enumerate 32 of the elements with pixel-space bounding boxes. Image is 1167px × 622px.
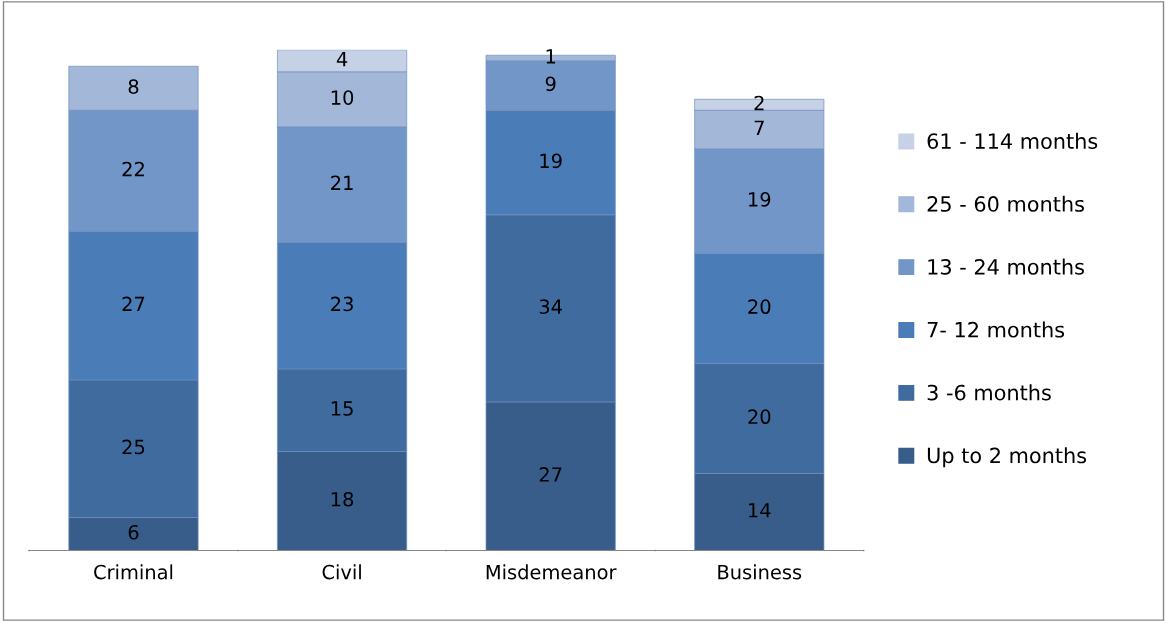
data-label: 15 bbox=[331, 401, 353, 416]
data-label: 27 bbox=[539, 467, 562, 482]
x-tick-label: Criminal bbox=[94, 564, 173, 580]
legend-label: 7- 12 months bbox=[927, 321, 1065, 338]
data-label: 19 bbox=[540, 153, 562, 169]
legend-label: Up to 2 months bbox=[927, 447, 1087, 468]
data-label: 19 bbox=[749, 192, 771, 207]
x-tick-label: Misdemeanor bbox=[486, 564, 617, 580]
data-label: 7 bbox=[754, 120, 764, 135]
data-label: 9 bbox=[545, 76, 556, 92]
legend-label: 25 - 60 months bbox=[927, 195, 1084, 212]
legend-label: 13 - 24 months bbox=[928, 258, 1084, 275]
data-label: 8 bbox=[128, 79, 139, 94]
x-tick-label: Business bbox=[718, 564, 802, 580]
data-label: 21 bbox=[331, 175, 353, 190]
data-label: 22 bbox=[122, 161, 144, 177]
legend-label: 3 -6 months bbox=[927, 384, 1051, 401]
data-label: 20 bbox=[748, 299, 771, 315]
legend-label: 61 - 114 months bbox=[927, 132, 1098, 149]
data-label: 2 bbox=[754, 95, 764, 111]
data-label: 27 bbox=[122, 296, 145, 311]
data-label: 10 bbox=[331, 90, 354, 105]
data-label: 34 bbox=[539, 299, 562, 315]
data-label: 14 bbox=[749, 503, 771, 518]
data-label: 20 bbox=[748, 409, 771, 425]
x-tick-label: Civil bbox=[322, 564, 361, 580]
data-label: 6 bbox=[128, 524, 139, 540]
data-label: 23 bbox=[331, 296, 353, 312]
data-label: 18 bbox=[331, 491, 354, 507]
data-label: 25 bbox=[122, 439, 145, 455]
data-label: 1 bbox=[546, 49, 556, 64]
data-label: 4 bbox=[336, 51, 348, 67]
